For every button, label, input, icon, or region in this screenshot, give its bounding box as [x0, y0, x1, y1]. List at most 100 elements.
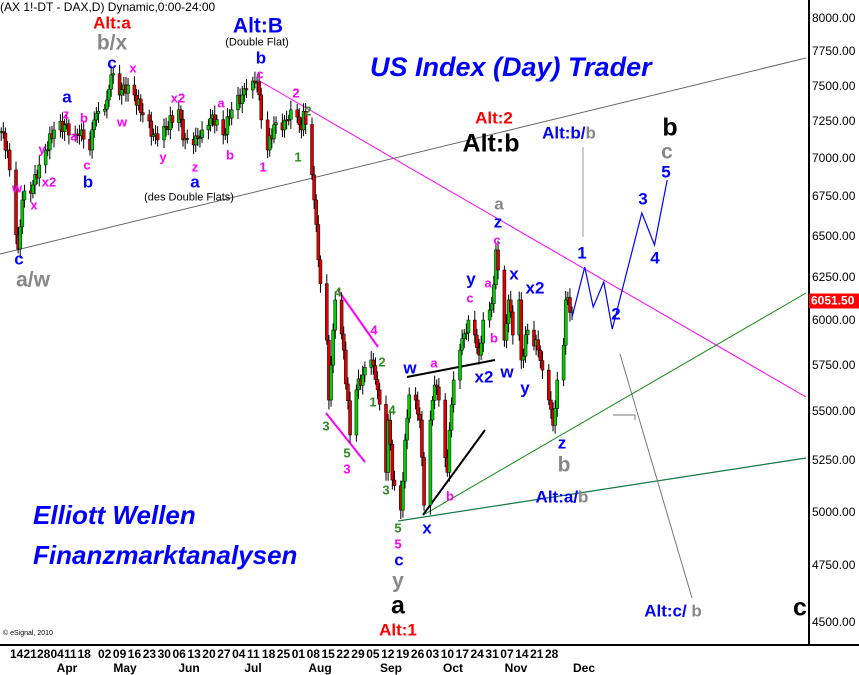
- candle: [20, 191, 25, 235]
- candle-body: [348, 400, 352, 436]
- price-tick-label: 6000.00: [812, 313, 856, 328]
- candle: [14, 161, 18, 245]
- wave-label: b: [80, 110, 88, 126]
- candle-body: [286, 119, 291, 121]
- candlesticks: [0, 64, 574, 520]
- candle: [206, 119, 211, 140]
- candle-body: [45, 149, 50, 152]
- date-tick-label: 24: [470, 647, 484, 661]
- candle-body: [67, 123, 71, 136]
- candle: [193, 127, 198, 153]
- candle: [303, 103, 308, 134]
- wave-label: 3: [638, 189, 648, 209]
- wave-label: x2: [474, 367, 494, 387]
- date-tick-label: 16: [127, 647, 142, 661]
- month-tick-label: Dec: [572, 661, 596, 675]
- candle-body: [392, 479, 397, 486]
- candle-body: [181, 119, 185, 141]
- wave-label: c: [107, 53, 117, 73]
- wave-label: x: [422, 518, 432, 538]
- candle: [318, 255, 323, 293]
- candle: [274, 116, 278, 135]
- candle-body: [413, 394, 418, 401]
- candle: [208, 109, 213, 132]
- candle: [525, 323, 530, 345]
- price-tick-label: 5000.00: [812, 504, 856, 519]
- candle-body: [22, 190, 27, 201]
- wave-label: c: [256, 66, 264, 82]
- candle-body: [265, 119, 270, 151]
- candle: [538, 345, 543, 369]
- month-tick-label: Apr: [56, 661, 78, 675]
- date-tick-label: 28: [37, 647, 51, 661]
- price-tick-label: 7250.00: [812, 114, 856, 129]
- candle-body: [418, 413, 422, 421]
- candle-body: [325, 283, 329, 341]
- candle: [73, 125, 77, 142]
- candle-body: [103, 108, 107, 112]
- candle-body: [1, 131, 6, 134]
- candle-body: [225, 116, 230, 135]
- candle-body: [540, 360, 545, 371]
- wave-label: w: [116, 114, 128, 130]
- candle: [447, 422, 452, 482]
- copyright: © eSignal, 2010: [3, 630, 53, 637]
- candle-body: [430, 400, 435, 421]
- candle: [331, 323, 335, 374]
- candle-body: [508, 299, 513, 313]
- candle: [185, 129, 190, 144]
- wave-label: a: [217, 95, 225, 111]
- alt-c-pointer: [619, 353, 693, 599]
- price-tick-label: 7500.00: [812, 78, 856, 93]
- projected-wave-line: [571, 179, 668, 330]
- date-tick-label: 26: [410, 647, 425, 661]
- candle-body: [415, 399, 420, 415]
- candle-body: [295, 109, 299, 118]
- wave-label: c: [493, 232, 501, 248]
- date-tick-label: 14: [515, 647, 529, 661]
- candle-body: [492, 284, 496, 304]
- candle-body: [274, 122, 278, 126]
- candle-body: [3, 132, 8, 151]
- candle-body: [151, 134, 156, 137]
- wave-label: z: [493, 212, 503, 232]
- wave-label: 5: [343, 445, 351, 461]
- candle: [458, 343, 462, 390]
- wave-label: 3: [322, 418, 330, 434]
- date-tick-label: 01: [291, 647, 306, 661]
- wave-label: (des Double Flats): [144, 191, 234, 204]
- candle: [289, 100, 293, 129]
- candle: [523, 326, 528, 363]
- candle: [553, 400, 557, 434]
- candle-body: [31, 184, 35, 194]
- wave-label: 4: [650, 248, 660, 268]
- candle-body: [371, 359, 376, 366]
- candle-body: [547, 369, 551, 401]
- candle-body: [14, 169, 18, 236]
- candle-body: [363, 367, 367, 376]
- candle: [502, 265, 507, 347]
- candle: [460, 329, 464, 356]
- candle: [240, 85, 244, 113]
- candle-body: [473, 319, 477, 336]
- wave-label: b: [662, 113, 678, 142]
- wave-label-alt-b: Alt:b/b: [542, 125, 596, 142]
- candle: [37, 155, 42, 187]
- candle-body: [33, 174, 37, 186]
- candle: [151, 128, 156, 141]
- candle-body: [132, 84, 137, 96]
- candle: [390, 439, 395, 490]
- date-tick-label: 12: [381, 647, 395, 661]
- triangle-lower-line: [325, 412, 366, 463]
- date-tick-label: 11: [64, 647, 77, 661]
- wave-label: (Double Flat): [225, 36, 289, 49]
- candle: [451, 371, 456, 413]
- candle-body: [360, 374, 365, 386]
- candle-body: [443, 399, 447, 458]
- wave-label: Alt:2: [475, 108, 513, 128]
- candle-body: [242, 88, 247, 96]
- label-part: b: [578, 487, 589, 507]
- candle: [314, 194, 318, 233]
- candle: [405, 409, 409, 450]
